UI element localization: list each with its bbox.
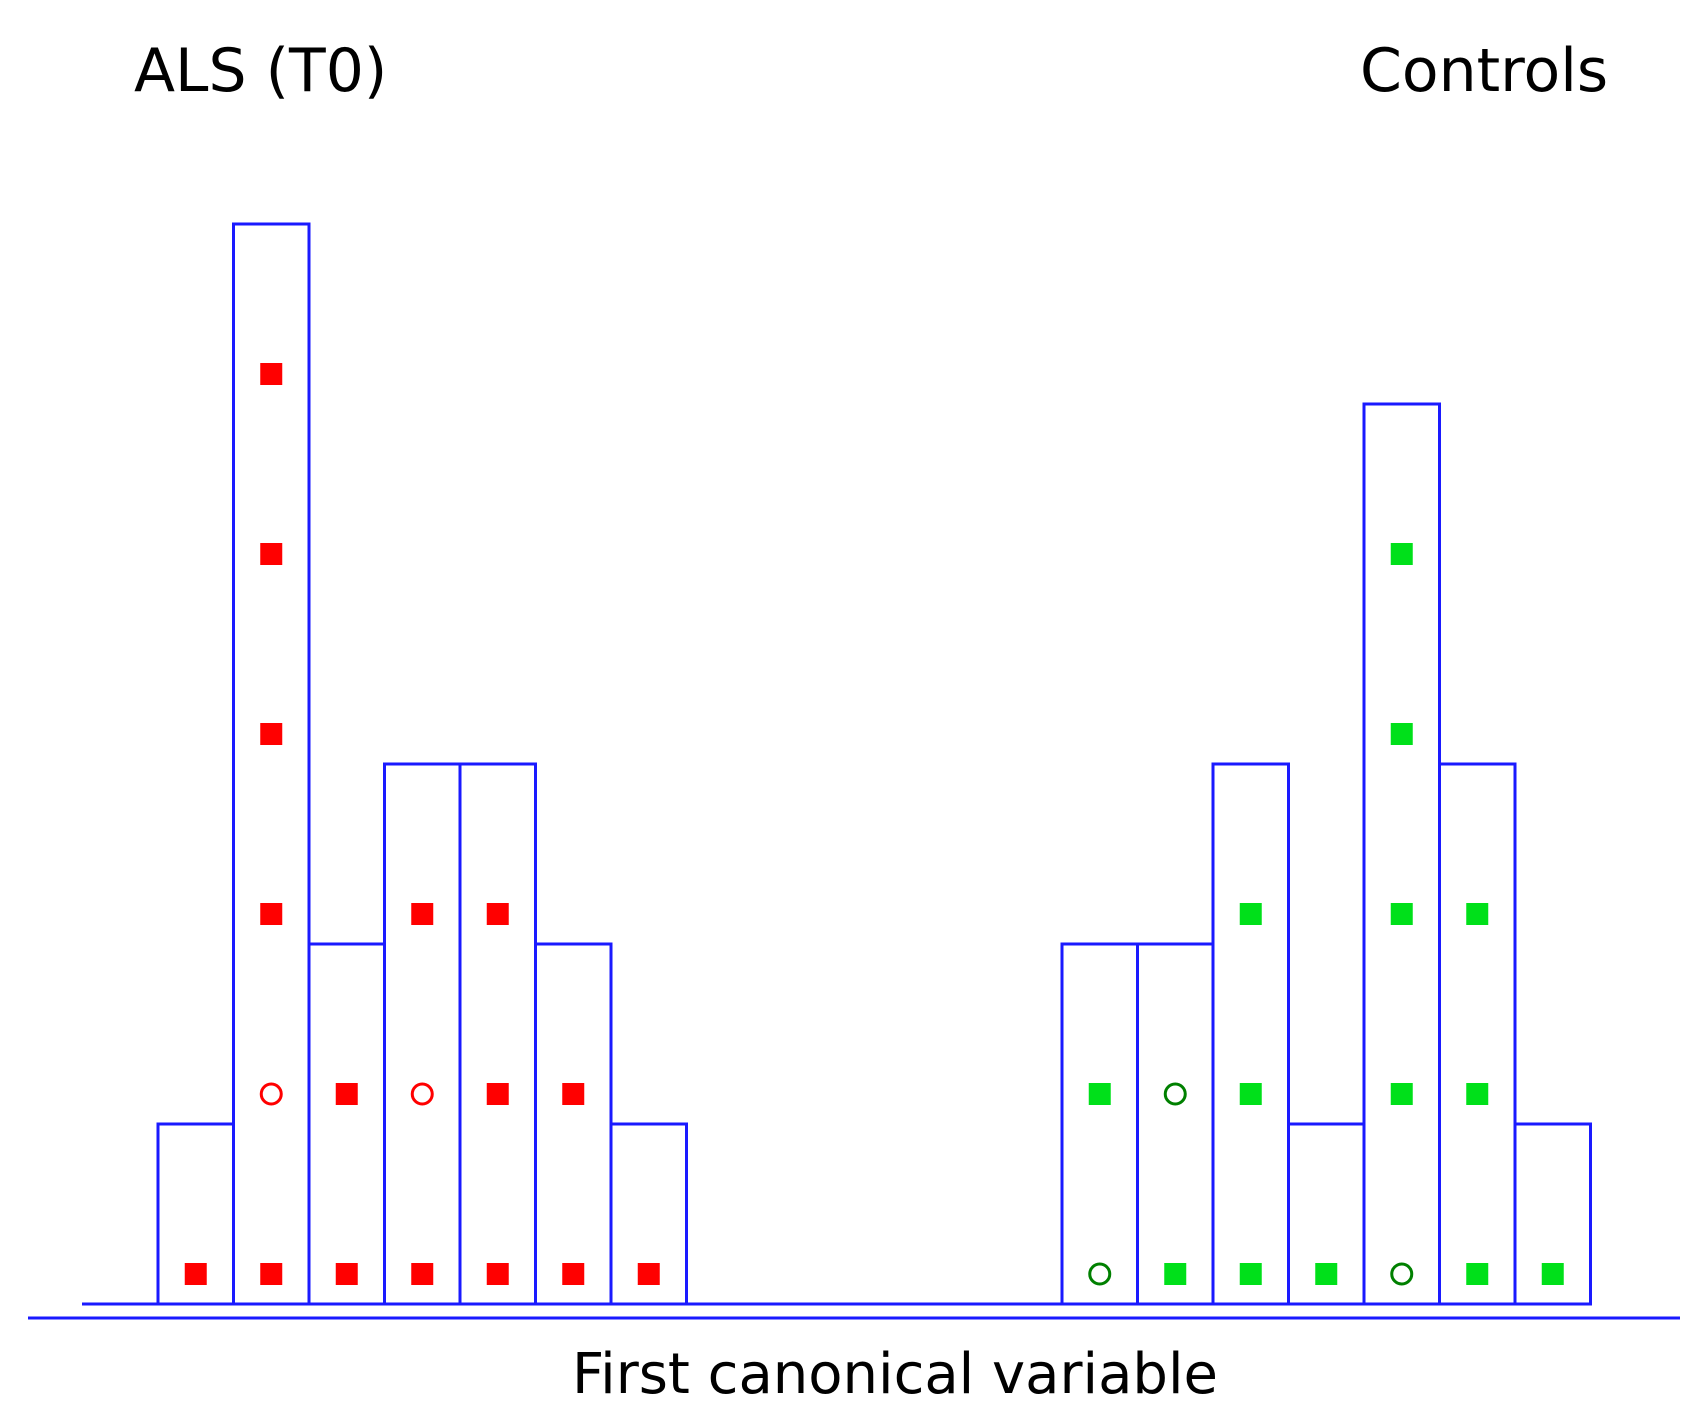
marker-als-4-0 — [486, 1263, 509, 1285]
marker-controls-1-1 — [1163, 1082, 1187, 1106]
group-label-als: ALS (T0) — [134, 36, 388, 106]
marker-als-3-0 — [411, 1263, 434, 1285]
marker-als-2-0 — [335, 1263, 358, 1285]
marker-controls-4-3 — [1390, 723, 1413, 745]
bar-als-4 — [458, 762, 537, 1306]
marker-controls-2-0 — [1239, 1263, 1262, 1285]
bar-controls-0 — [1060, 942, 1139, 1306]
marker-als-4-2 — [486, 903, 509, 925]
markers-layer — [184, 363, 1564, 1286]
bar-controls-2 — [1211, 762, 1290, 1306]
bar-controls-1 — [1136, 942, 1215, 1306]
marker-als-6-0 — [637, 1263, 660, 1285]
marker-als-4-1 — [486, 1083, 509, 1105]
marker-controls-2-1 — [1239, 1083, 1262, 1105]
marker-controls-5-0 — [1466, 1263, 1489, 1285]
marker-als-2-1 — [335, 1083, 358, 1105]
marker-als-0-0 — [184, 1263, 207, 1285]
bar-controls-4 — [1362, 402, 1441, 1306]
marker-controls-0-1 — [1088, 1083, 1111, 1105]
bar-controls-5 — [1438, 762, 1517, 1306]
marker-controls-6-0 — [1541, 1263, 1564, 1285]
marker-controls-4-0 — [1390, 1262, 1414, 1286]
marker-controls-4-1 — [1390, 1083, 1413, 1105]
marker-controls-5-2 — [1466, 903, 1489, 925]
marker-controls-5-1 — [1466, 1083, 1489, 1105]
marker-controls-4-2 — [1390, 903, 1413, 925]
marker-als-1-1 — [259, 1082, 283, 1106]
group-label-controls: Controls — [1360, 36, 1609, 106]
bar-als-2 — [307, 942, 386, 1306]
marker-als-5-1 — [562, 1083, 585, 1105]
marker-als-1-4 — [260, 543, 283, 565]
marker-als-1-2 — [260, 903, 283, 925]
marker-controls-0-0 — [1088, 1262, 1112, 1286]
marker-controls-2-2 — [1239, 903, 1262, 925]
x-axis-label: First canonical variable — [572, 1342, 1218, 1407]
bar-als-1 — [232, 222, 311, 1306]
marker-als-3-2 — [411, 903, 434, 925]
marker-als-1-3 — [260, 723, 283, 745]
bar-als-3 — [383, 762, 462, 1306]
marker-als-3-1 — [410, 1082, 434, 1106]
marker-als-5-0 — [562, 1263, 585, 1285]
bar-als-5 — [534, 942, 613, 1306]
bars-layer — [156, 222, 1592, 1306]
marker-controls-4-4 — [1390, 543, 1413, 565]
marker-als-1-5 — [260, 363, 283, 385]
marker-controls-1-0 — [1164, 1263, 1187, 1285]
marker-controls-3-0 — [1315, 1263, 1338, 1285]
marker-als-1-0 — [260, 1263, 283, 1285]
